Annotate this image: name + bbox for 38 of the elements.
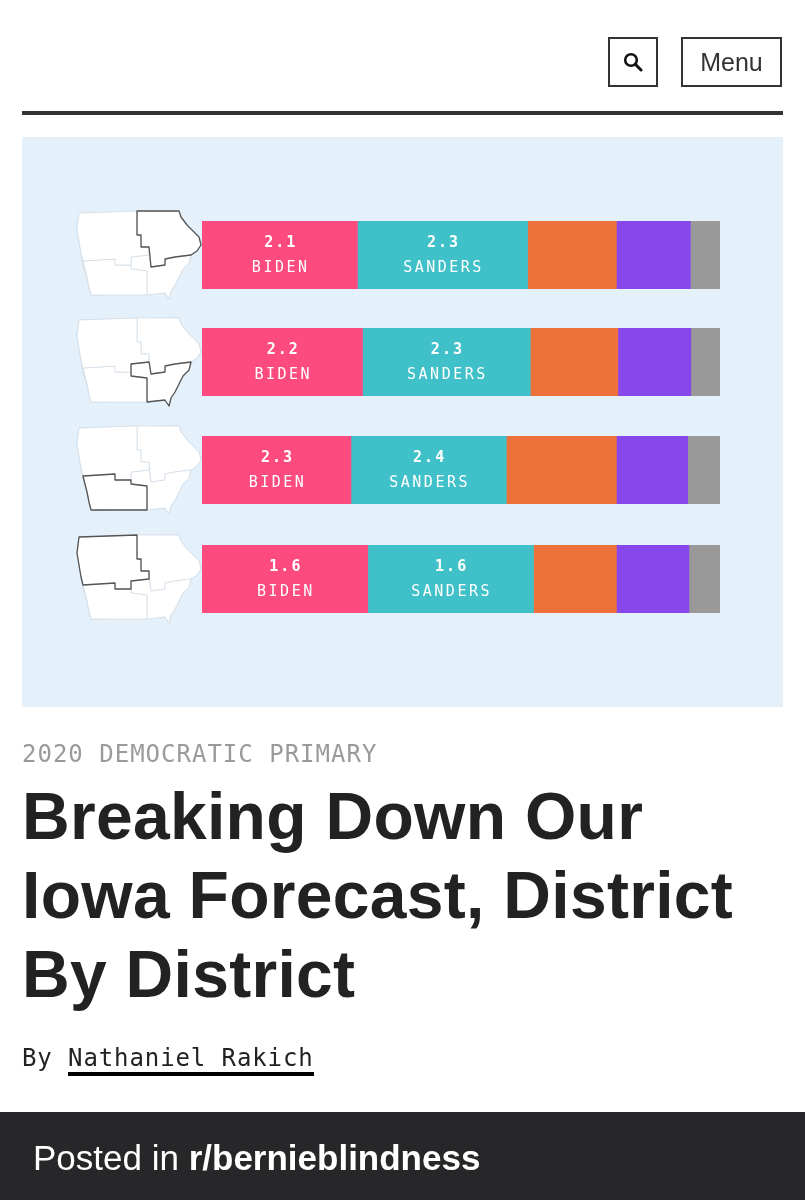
bar [616, 436, 688, 504]
series-label: SANDERS [407, 364, 488, 383]
series-label: SANDERS [389, 472, 470, 491]
series-label: BIDEN [248, 472, 307, 491]
data-label: 2.2 [266, 339, 300, 358]
series-label: SANDERS [411, 581, 492, 600]
text: 2020 DEMOCRATIC PRIMARY [22, 739, 378, 769]
bar [367, 545, 534, 613]
series-label: BIDEN [257, 581, 315, 600]
bar [357, 221, 528, 289]
bar [690, 328, 720, 396]
bar [688, 545, 720, 613]
bar [350, 436, 507, 504]
bar [533, 545, 617, 613]
data-label: 2.3 [260, 447, 295, 466]
bar [690, 221, 720, 289]
data-label: 2.3 [426, 232, 461, 251]
bar [616, 545, 690, 613]
data-label: 1.6 [435, 556, 469, 575]
data-label: 2.3 [430, 339, 464, 358]
bar [617, 328, 692, 396]
bar [362, 328, 531, 396]
footer-panel: Posted in r/bernieblindness [0, 1112, 805, 1200]
series-label: BIDEN [254, 364, 313, 383]
text: By Nathaniel Rakich [22, 1044, 314, 1074]
bar [687, 436, 720, 504]
data-label: 2.1 [264, 232, 298, 251]
bar [529, 328, 619, 396]
menu-button: Menu [681, 37, 782, 87]
data-label: 1.6 [269, 556, 303, 575]
bar [202, 221, 358, 289]
bar [616, 221, 691, 289]
series-label: SANDERS [403, 257, 484, 276]
series-label: BIDEN [251, 257, 310, 276]
text: Breaking Down Our Iowa Forecast, District By District [22, 778, 735, 1013]
data-label: 2.4 [413, 447, 447, 466]
bar [527, 221, 617, 289]
bar [506, 436, 617, 504]
